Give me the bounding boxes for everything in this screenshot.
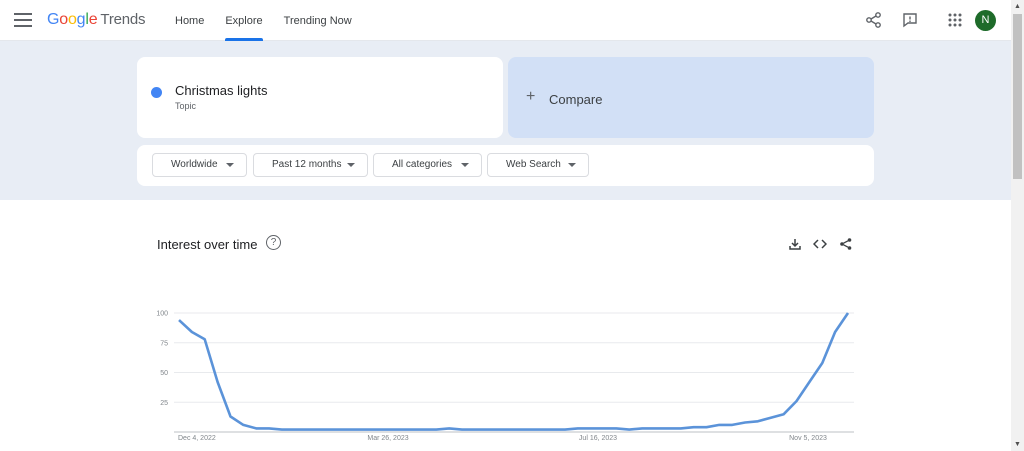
y-tick-label: 25 xyxy=(160,400,168,407)
download-icon[interactable] xyxy=(788,237,802,251)
x-tick-label: Nov 5, 2023 xyxy=(789,435,827,442)
term-color-dot xyxy=(151,87,162,98)
y-tick-label: 50 xyxy=(160,370,168,377)
caret-down-icon xyxy=(461,163,469,167)
search-term-name: Christmas lights xyxy=(175,83,268,98)
tab-trending-now[interactable]: Trending Now xyxy=(283,15,352,27)
category-filter-label: All categories xyxy=(392,159,453,170)
time-range-filter-label: Past 12 months xyxy=(272,159,342,170)
region-filter[interactable]: Worldwide xyxy=(152,153,247,177)
plus-icon: + xyxy=(526,88,536,105)
caret-down-icon xyxy=(226,163,234,167)
caret-down-icon xyxy=(568,163,576,167)
compare-button[interactable]: + Compare xyxy=(508,57,874,138)
search-term-type: Topic xyxy=(175,101,197,111)
y-tick-label: 100 xyxy=(156,311,168,318)
page-scrollbar[interactable]: ▲ ▼ xyxy=(1011,0,1024,451)
x-tick-label: Dec 4, 2022 xyxy=(178,435,216,442)
x-tick-label: Mar 26, 2023 xyxy=(367,435,408,442)
main-nav: Home Explore Trending Now xyxy=(175,0,373,41)
scroll-down-arrow-icon[interactable]: ▼ xyxy=(1014,441,1021,448)
google-trends-logo[interactable]: Google Trends xyxy=(47,11,146,28)
help-icon[interactable]: ? xyxy=(266,235,281,250)
top-app-bar: Google Trends Home Explore Trending Now N xyxy=(0,0,1011,41)
embed-code-icon[interactable] xyxy=(813,237,827,251)
share-icon[interactable] xyxy=(839,237,853,251)
caret-down-icon xyxy=(347,163,355,167)
region-filter-label: Worldwide xyxy=(171,159,218,170)
series-line-0[interactable] xyxy=(178,312,850,431)
feedback-icon[interactable] xyxy=(901,11,919,29)
search-property-filter-label: Web Search xyxy=(506,159,561,170)
scrollbar-thumb[interactable] xyxy=(1013,14,1022,179)
x-tick-label: Jul 16, 2023 xyxy=(579,435,617,442)
account-avatar[interactable]: N xyxy=(975,10,996,31)
share-icon[interactable] xyxy=(865,11,883,29)
category-filter[interactable]: All categories xyxy=(373,153,482,177)
compare-label: Compare xyxy=(549,92,603,107)
scroll-up-arrow-icon[interactable]: ▲ xyxy=(1014,3,1021,10)
search-term-card[interactable]: Christmas lights Topic xyxy=(137,57,503,138)
interest-over-time-card: Interest over time ? 100 75 50 25 Dec 4, 202… xyxy=(137,216,874,451)
time-range-filter[interactable]: Past 12 months xyxy=(253,153,368,177)
chart-title: Interest over time xyxy=(157,237,258,252)
tab-explore[interactable]: Explore xyxy=(225,0,263,41)
tab-home[interactable]: Home xyxy=(175,15,205,27)
apps-grid-icon[interactable] xyxy=(946,11,964,29)
interest-over-time-chart[interactable]: 100 75 50 25 Dec 4, 2022 Mar 26, 2023 Jul 16, … xyxy=(137,216,874,451)
filters-bar: Worldwide Past 12 months All categories … xyxy=(137,145,874,186)
hamburger-menu-icon[interactable] xyxy=(14,13,32,27)
search-property-filter[interactable]: Web Search xyxy=(487,153,589,177)
y-tick-label: 75 xyxy=(160,340,168,347)
